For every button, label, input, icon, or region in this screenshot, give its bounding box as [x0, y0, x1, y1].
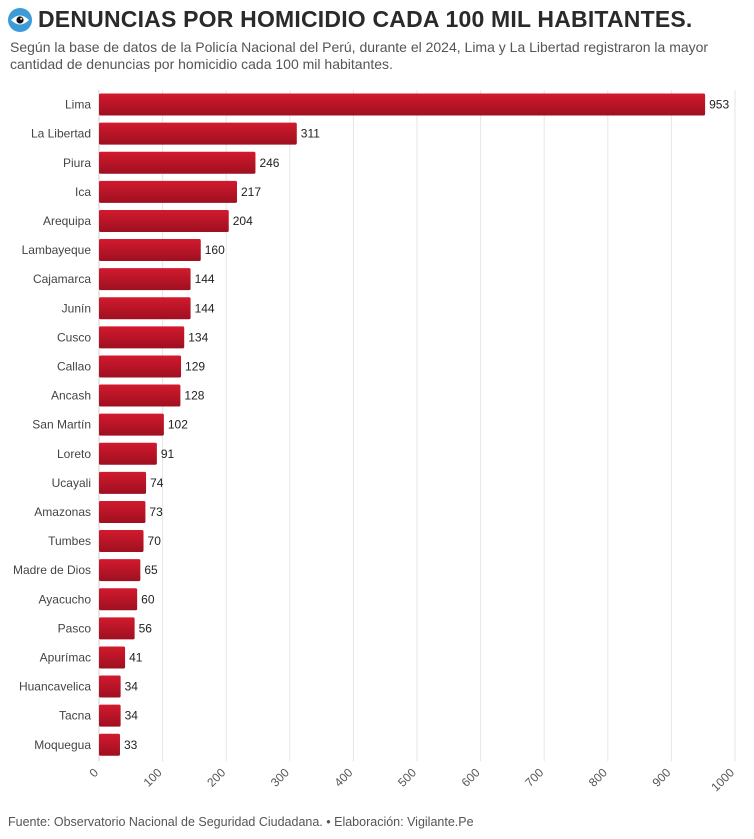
- value-label: 144: [195, 272, 215, 286]
- x-tick-label: 200: [204, 765, 228, 789]
- x-tick-label: 800: [586, 765, 610, 789]
- chart-header: DENUNCIAS POR HOMICIDIO CADA 100 MIL HAB…: [8, 6, 748, 73]
- bar: [99, 209, 229, 232]
- bar: [99, 500, 146, 523]
- value-label: 953: [709, 98, 729, 112]
- bar: [99, 617, 135, 640]
- value-label: 134: [188, 330, 208, 344]
- category-label: Huancavelica: [19, 680, 91, 694]
- value-label: 246: [259, 156, 279, 170]
- bar: [99, 180, 238, 203]
- bar: [99, 471, 147, 494]
- category-label: Ucayali: [52, 476, 91, 490]
- category-label: Madre de Dios: [13, 563, 91, 577]
- category-label: Piura: [63, 156, 91, 170]
- value-label: 34: [125, 709, 139, 723]
- x-tick-label: 900: [649, 765, 673, 789]
- bar: [99, 93, 706, 116]
- x-tick-label: 500: [395, 765, 419, 789]
- value-label: 74: [150, 476, 164, 490]
- bar: [99, 297, 191, 320]
- category-label: Tacna: [59, 709, 91, 723]
- value-label: 56: [139, 621, 153, 635]
- value-label: 33: [124, 738, 138, 752]
- category-label: Apurímac: [40, 650, 91, 664]
- bar: [99, 442, 157, 465]
- category-label: Pasco: [58, 621, 92, 635]
- bar: [99, 413, 164, 436]
- chart-subtitle: Según la base de datos de la Policía Nac…: [10, 39, 709, 72]
- chart-title: DENUNCIAS POR HOMICIDIO CADA 100 MIL HAB…: [38, 6, 693, 32]
- value-label: 102: [168, 418, 188, 432]
- value-label: 65: [144, 563, 158, 577]
- category-label: Lambayeque: [22, 243, 92, 257]
- bar: [99, 326, 185, 349]
- value-label: 144: [195, 301, 215, 315]
- category-label: Ancash: [51, 389, 91, 403]
- category-label: Callao: [57, 359, 91, 373]
- category-label: Arequipa: [43, 214, 91, 228]
- value-label: 91: [161, 447, 175, 461]
- bar: [99, 530, 144, 553]
- bar: [99, 588, 138, 611]
- category-label: Junín: [62, 301, 91, 315]
- title-row: DENUNCIAS POR HOMICIDIO CADA 100 MIL HAB…: [8, 6, 748, 33]
- category-label: Tumbes: [48, 534, 91, 548]
- bar: [99, 646, 126, 669]
- category-label: Ica: [75, 185, 91, 199]
- value-label: 311: [301, 127, 320, 141]
- x-tick-label: 1000: [708, 765, 737, 794]
- x-tick-label: 100: [141, 765, 165, 789]
- category-label: Cusco: [57, 330, 91, 344]
- bar: [99, 675, 121, 698]
- bar: [99, 733, 120, 756]
- category-label: Ayacucho: [39, 592, 92, 606]
- value-label: 129: [185, 359, 205, 373]
- category-label: Cajamarca: [33, 272, 91, 286]
- value-label: 160: [205, 243, 225, 257]
- bar: [99, 122, 297, 145]
- eye-icon: [8, 7, 32, 32]
- category-label: La Libertad: [31, 127, 91, 141]
- x-tick-label: 0: [86, 765, 101, 780]
- value-label: 204: [233, 214, 253, 228]
- category-label: Moquegua: [34, 738, 91, 752]
- value-label: 41: [129, 650, 143, 664]
- bar: [99, 268, 191, 291]
- bar: [99, 559, 141, 582]
- value-label: 70: [148, 534, 162, 548]
- bar: [99, 704, 121, 727]
- category-label: Loreto: [57, 447, 91, 461]
- value-label: 217: [241, 185, 261, 199]
- source-footer: Fuente: Observatorio Nacional de Segurid…: [8, 815, 474, 829]
- value-label: 73: [149, 505, 163, 519]
- x-tick-label: 300: [268, 765, 292, 789]
- x-tick-label: 700: [522, 765, 546, 789]
- x-tick-label: 400: [331, 765, 355, 789]
- value-label: 128: [184, 389, 204, 403]
- bar: [99, 239, 201, 262]
- bar: [99, 151, 256, 174]
- bar: [99, 384, 181, 407]
- category-label: Amazonas: [34, 505, 91, 519]
- value-label: 60: [141, 592, 155, 606]
- category-label: Lima: [65, 98, 91, 112]
- x-tick-label: 600: [459, 765, 483, 789]
- category-label: San Martín: [32, 418, 91, 432]
- value-label: 34: [125, 680, 139, 694]
- bar: [99, 355, 182, 378]
